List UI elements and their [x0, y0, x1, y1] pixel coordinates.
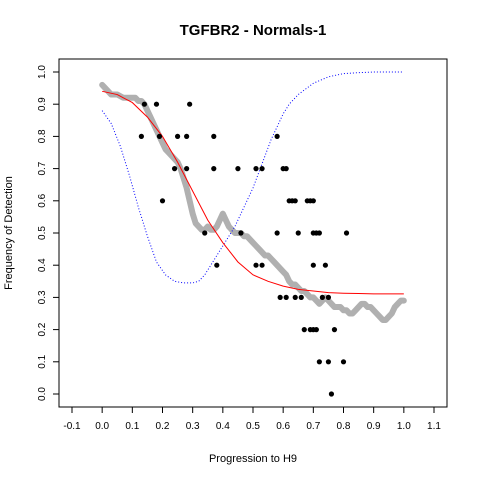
x-tick-label: -0.1 — [63, 421, 81, 432]
x-tick-label: 0.2 — [156, 421, 170, 432]
x-axis-label: Progression to H9 — [209, 453, 297, 465]
data-point — [141, 101, 147, 107]
data-point — [328, 391, 335, 397]
data-point — [310, 262, 316, 268]
data-point — [301, 327, 307, 333]
y-tick-label: 1.0 — [37, 65, 48, 79]
x-tick-label: 0.6 — [276, 421, 290, 432]
x-tick-label: 0.9 — [367, 421, 381, 432]
data-point — [171, 166, 178, 172]
data-point — [295, 230, 301, 236]
dotted-reference-curve — [101, 71, 404, 284]
x-tick-label: 0.5 — [246, 421, 260, 432]
chart-title: TGFBR2 - Normals-1 — [180, 22, 327, 39]
y-axis-label: Frequency of Detection — [3, 176, 15, 290]
data-point — [174, 133, 181, 139]
x-tick-label: 0.3 — [186, 421, 200, 432]
data-point — [138, 133, 144, 139]
data-point — [283, 294, 289, 300]
y-tick-label: 0.0 — [37, 387, 48, 401]
data-point — [283, 166, 289, 172]
data-point — [298, 294, 304, 300]
data-point — [292, 294, 298, 300]
y-tick-label: 0.7 — [37, 161, 48, 175]
fitted-curve — [102, 90, 404, 295]
data-point — [253, 166, 259, 172]
y-tick-label: 0.2 — [37, 322, 48, 336]
data-point — [325, 294, 332, 300]
x-tick-label: 1.1 — [427, 421, 441, 432]
data-point — [343, 230, 350, 236]
data-point — [322, 262, 328, 268]
y-tick-label: 0.1 — [37, 354, 48, 368]
data-point — [316, 359, 322, 365]
y-tick-label: 0.6 — [37, 193, 48, 207]
data-point — [259, 262, 265, 268]
plot-frame — [58, 58, 448, 408]
y-tick-label: 0.8 — [37, 129, 48, 143]
x-axis: -0.1 0.0 0.1 0.2 0.3 0.4 0.5 0.6 0.7 0.8 0.9 1.0 1.1 — [63, 407, 441, 432]
data-point — [292, 198, 298, 204]
data-point — [319, 294, 325, 300]
smoothed-frequency-line — [99, 81, 407, 323]
data-point — [316, 230, 322, 236]
data-point — [235, 166, 241, 172]
data-point — [238, 230, 244, 236]
x-tick-label: 0.4 — [216, 421, 230, 432]
data-point — [153, 101, 160, 107]
data-point — [211, 133, 217, 139]
x-tick-label: 1.0 — [397, 421, 411, 432]
data-point — [325, 359, 332, 365]
x-tick-label: 0.8 — [337, 421, 351, 432]
data-point — [310, 198, 316, 204]
y-tick-label: 0.5 — [37, 226, 48, 240]
data-point — [274, 230, 280, 236]
data-point — [184, 133, 190, 139]
y-tick-label: 0.9 — [37, 97, 48, 111]
y-tick-label: 0.3 — [37, 290, 48, 304]
data-point — [184, 166, 190, 172]
x-tick-label: 0.7 — [306, 421, 320, 432]
y-axis: 0.0 0.1 0.2 0.3 0.4 0.5 0.6 0.7 0.8 0.9 1.0 — [37, 65, 59, 401]
data-point — [259, 166, 265, 172]
data-point — [156, 133, 163, 139]
y-tick-label: 0.4 — [37, 258, 48, 272]
data-point — [187, 101, 193, 107]
data-point — [253, 262, 259, 268]
data-point — [202, 230, 208, 236]
x-tick-label: 0.1 — [125, 421, 139, 432]
data-point — [214, 262, 220, 268]
data-point — [340, 359, 347, 365]
plot-area — [99, 71, 407, 397]
data-point — [274, 133, 280, 139]
x-tick-label: 0.0 — [95, 421, 109, 432]
data-point — [211, 166, 217, 172]
data-point — [277, 294, 283, 300]
data-point — [331, 327, 338, 333]
data-point — [159, 198, 166, 204]
data-point — [310, 327, 316, 333]
